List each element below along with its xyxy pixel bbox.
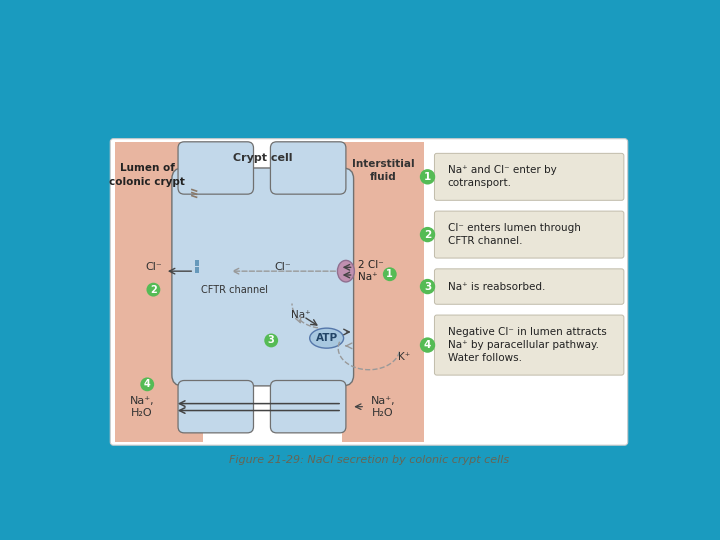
Text: H₂O: H₂O bbox=[372, 408, 394, 418]
Text: Na⁺: Na⁺ bbox=[359, 272, 378, 281]
Circle shape bbox=[420, 338, 435, 353]
Text: 3: 3 bbox=[268, 335, 274, 346]
Text: Cl⁻: Cl⁻ bbox=[145, 261, 162, 272]
Bar bbox=[342, 142, 425, 442]
Text: Crypt cell: Crypt cell bbox=[233, 153, 292, 163]
Circle shape bbox=[420, 227, 435, 242]
Text: Na⁺,: Na⁺, bbox=[371, 396, 395, 406]
Text: 4: 4 bbox=[424, 340, 431, 350]
Text: Interstitial
fluid: Interstitial fluid bbox=[351, 159, 414, 182]
FancyBboxPatch shape bbox=[434, 269, 624, 304]
Text: 2 Cl⁻: 2 Cl⁻ bbox=[359, 260, 384, 270]
Circle shape bbox=[264, 334, 278, 347]
Text: Na⁺ and Cl⁻ enter by
cotransport.: Na⁺ and Cl⁻ enter by cotransport. bbox=[448, 165, 557, 188]
Text: 2: 2 bbox=[424, 230, 431, 240]
Text: Cl⁻: Cl⁻ bbox=[274, 261, 291, 272]
Ellipse shape bbox=[338, 260, 354, 282]
Text: 1: 1 bbox=[387, 269, 393, 279]
Ellipse shape bbox=[310, 328, 343, 348]
Circle shape bbox=[420, 169, 435, 185]
Bar bbox=[195, 260, 199, 266]
Bar bbox=[195, 267, 199, 273]
FancyBboxPatch shape bbox=[110, 139, 628, 445]
Text: CFTR channel: CFTR channel bbox=[201, 285, 268, 295]
Text: Na⁺,: Na⁺, bbox=[130, 396, 154, 406]
Bar bbox=[115, 142, 204, 442]
Text: 3: 3 bbox=[424, 281, 431, 292]
Text: Cl⁻ enters lumen through
CFTR channel.: Cl⁻ enters lumen through CFTR channel. bbox=[448, 223, 580, 246]
FancyBboxPatch shape bbox=[434, 211, 624, 258]
Text: 1: 1 bbox=[424, 172, 431, 182]
Circle shape bbox=[383, 267, 397, 281]
Circle shape bbox=[146, 283, 161, 296]
FancyBboxPatch shape bbox=[178, 381, 253, 433]
Text: ATP: ATP bbox=[315, 333, 338, 343]
FancyBboxPatch shape bbox=[178, 142, 253, 194]
FancyBboxPatch shape bbox=[172, 168, 354, 386]
Text: Lumen of
colonic crypt: Lumen of colonic crypt bbox=[109, 164, 185, 186]
FancyBboxPatch shape bbox=[271, 142, 346, 194]
Text: Na⁺: Na⁺ bbox=[291, 310, 310, 320]
Text: H₂O: H₂O bbox=[131, 408, 153, 418]
FancyBboxPatch shape bbox=[434, 153, 624, 200]
Text: Negative Cl⁻ in lumen attracts
Na⁺ by paracellular pathway.
Water follows.: Negative Cl⁻ in lumen attracts Na⁺ by pa… bbox=[448, 327, 606, 363]
Circle shape bbox=[140, 377, 154, 392]
Circle shape bbox=[420, 279, 435, 294]
FancyBboxPatch shape bbox=[271, 381, 346, 433]
Text: Figure 21-29: NaCl secretion by colonic crypt cells: Figure 21-29: NaCl secretion by colonic … bbox=[229, 455, 509, 465]
Text: K⁺: K⁺ bbox=[398, 353, 410, 362]
Text: 4: 4 bbox=[144, 379, 150, 389]
FancyBboxPatch shape bbox=[434, 315, 624, 375]
Text: 2: 2 bbox=[150, 285, 157, 295]
Text: Na⁺ is reabsorbed.: Na⁺ is reabsorbed. bbox=[448, 281, 545, 292]
